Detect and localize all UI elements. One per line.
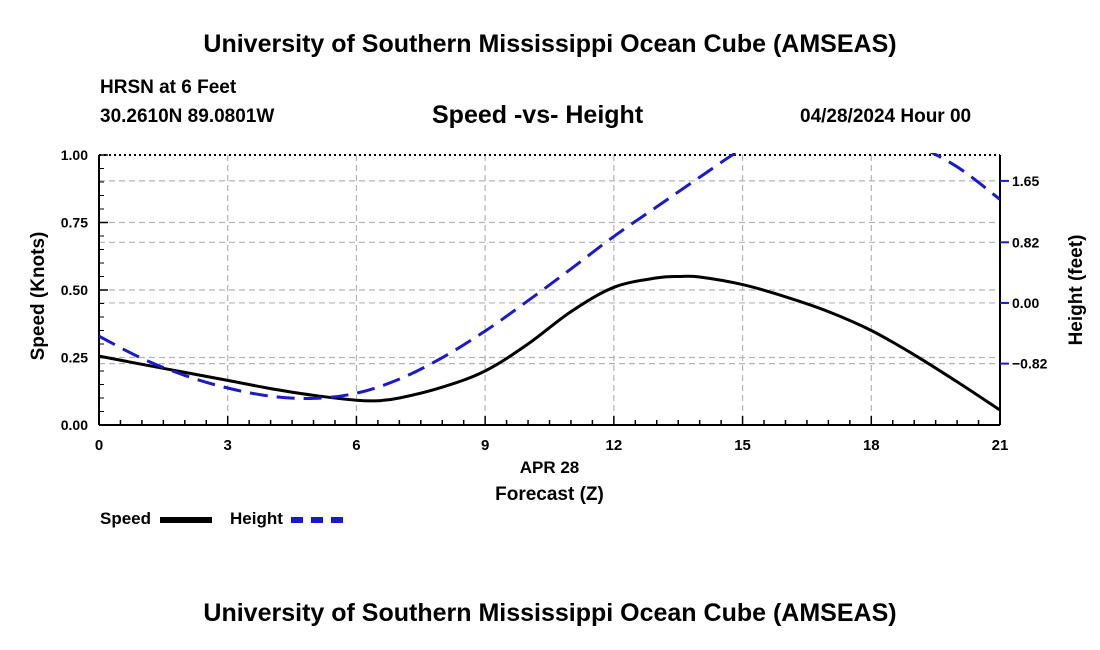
- y-tick-label: 0.75: [61, 215, 88, 231]
- y-tick-label: 0.25: [61, 350, 88, 366]
- legend-speed-line: [160, 517, 212, 523]
- y2-axis-title: Height (feet): [1066, 235, 1087, 346]
- station-coordinates: 30.2610N 89.0801W: [100, 106, 275, 127]
- footer-title: University of Southern Mississippi Ocean…: [203, 599, 897, 627]
- x-tick-label: 9: [481, 437, 489, 454]
- y-tick-label: 0.00: [61, 417, 88, 433]
- legend-speed-label: Speed: [100, 509, 152, 528]
- y-tick-label: 1.00: [61, 147, 88, 163]
- x-tick-label: 21: [992, 437, 1009, 454]
- y-tick-label: 0.50: [61, 282, 88, 298]
- chart-subtitle: Speed -vs- Height: [432, 101, 644, 129]
- x-tick-label: 0: [95, 437, 103, 454]
- x-tick-label: 6: [352, 437, 360, 454]
- x-tick-label: 18: [863, 437, 880, 454]
- x-tick-label: 3: [224, 437, 232, 454]
- chart-main-title: University of Southern Mississippi Ocean…: [203, 30, 897, 58]
- y2-tick-label: 1.65: [1012, 173, 1039, 189]
- speed-series-line: [99, 274, 1000, 412]
- legend-height-line: [291, 517, 343, 523]
- x-tick-label: 12: [606, 437, 623, 454]
- station-label: HRSN at 6 Feet: [100, 77, 237, 98]
- x-axis-date-label: APR 28: [520, 458, 580, 477]
- height-series-line: [99, 153, 1000, 401]
- y2-tick-label: 0.82: [1012, 234, 1039, 250]
- x-tick-label: 15: [734, 437, 751, 454]
- x-axis-title: Forecast (Z): [495, 484, 604, 505]
- y2-tick-label: −0.82: [1012, 356, 1048, 372]
- y2-tick-label: 0.00: [1012, 295, 1039, 311]
- legend-height-label: Height: [230, 509, 283, 528]
- y-axis-title: Speed (Knots): [28, 232, 49, 361]
- forecast-datetime: 04/28/2024 Hour 00: [800, 106, 972, 127]
